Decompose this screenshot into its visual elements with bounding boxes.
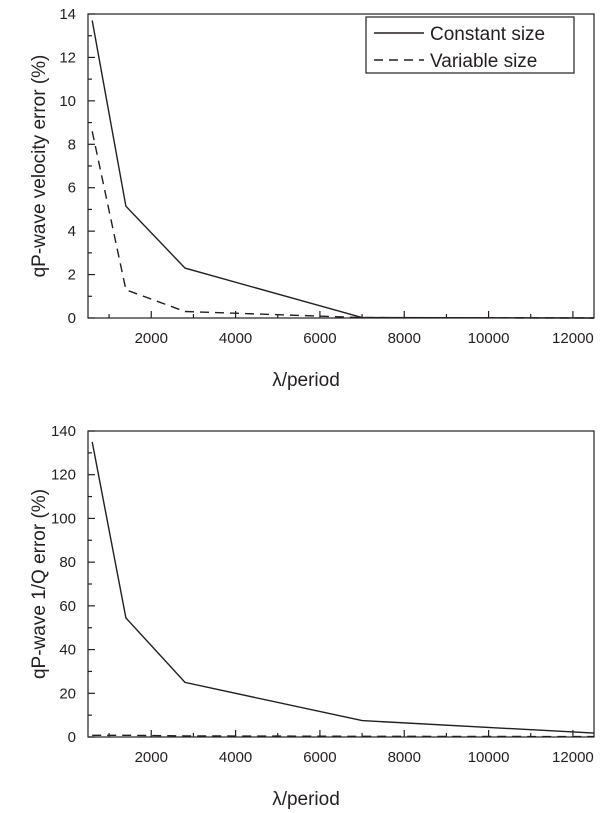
y-tick-label: 4	[68, 223, 76, 240]
legend-box	[365, 16, 575, 74]
x-tick-label: 10000	[468, 749, 510, 766]
y-tick-label: 40	[59, 642, 76, 659]
legend-label: Constant size	[430, 24, 545, 45]
y-tick-label: 6	[68, 180, 76, 197]
y-tick-label: 14	[59, 6, 76, 23]
legend: Constant size Variable size	[365, 16, 575, 74]
plot-frame	[87, 430, 595, 738]
y-tick-label: 80	[59, 554, 76, 571]
y-tick-label: 12	[59, 49, 76, 66]
y-axis-title: qP-wave velocity error (%)	[29, 55, 50, 278]
x-axis-title: λ/period	[272, 789, 340, 810]
variable-size-series-line	[92, 734, 595, 738]
y-tick-label: 8	[68, 136, 76, 153]
y-tick-label: 10	[59, 93, 76, 110]
x-tick-label: 12000	[552, 330, 594, 347]
y-tick-label: 20	[59, 685, 76, 702]
y-tick-label: 60	[59, 598, 76, 615]
x-tick-label: 2000	[135, 330, 168, 347]
legend-label: Variable size	[430, 51, 537, 72]
y-axis-title: qP-wave 1/Q error (%)	[29, 489, 50, 679]
x-tick-label: 10000	[468, 330, 510, 347]
y-tick-label: 120	[51, 467, 76, 484]
variable-size-series-line	[91, 131, 595, 319]
y-tick-label: 140	[51, 423, 76, 440]
x-tick-label: 12000	[552, 749, 594, 766]
y-tick-label: 100	[51, 510, 76, 527]
y-tick-label: 0	[68, 310, 76, 327]
x-tick-label: 4000	[219, 749, 252, 766]
constant-size-series-line	[91, 441, 595, 734]
x-tick-label: 6000	[303, 749, 336, 766]
constant-size-series-line	[91, 20, 595, 319]
x-tick-label: 2000	[135, 749, 168, 766]
x-tick-label: 8000	[388, 749, 421, 766]
y-tick-label: 0	[68, 729, 76, 746]
x-tick-label: 6000	[303, 330, 336, 347]
x-tick-label: 8000	[388, 330, 421, 347]
x-tick-label: 4000	[219, 330, 252, 347]
x-axis-title: λ/period	[272, 370, 340, 391]
y-tick-label: 2	[68, 267, 76, 284]
velocity-error-chart: 2000 4000 6000 8000 10000 12000 0 2 4 6 8 10 12 14 λ/p…	[29, 6, 595, 391]
inverse-q-error-chart: 2000 4000 6000 8000 10000 12000 0 20 40 60 80 100 12…	[29, 423, 595, 810]
